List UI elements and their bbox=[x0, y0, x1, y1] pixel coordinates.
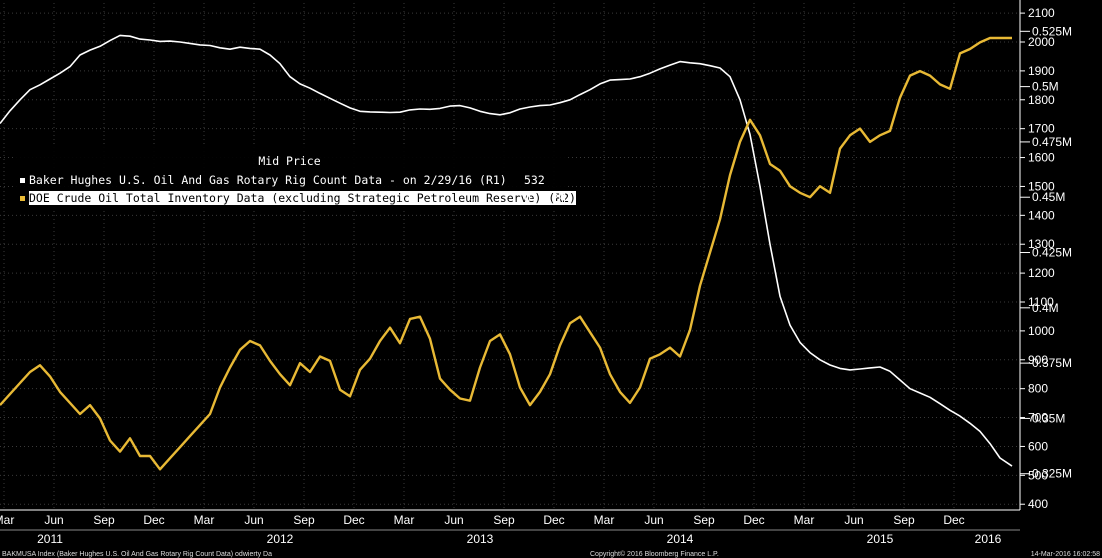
x-month-label: Dec bbox=[943, 513, 964, 527]
x-month-label: Sep bbox=[693, 513, 715, 527]
gridlines bbox=[0, 3, 1020, 510]
r1-tick-label: 1500 bbox=[1028, 179, 1055, 193]
x-month-label: Mar bbox=[394, 513, 415, 527]
r2-tick-label: 0.35M bbox=[1032, 411, 1065, 425]
x-month-label: Jun bbox=[44, 513, 63, 527]
legend: Mid Price Baker Hughes U.S. Oil And Gas … bbox=[14, 146, 576, 210]
legend-value-inventory: 0.522M bbox=[524, 191, 566, 205]
r2-tick-label: 0.5M bbox=[1032, 80, 1059, 94]
x-year-label: 2014 bbox=[667, 532, 694, 546]
tick-labels: 400 500 600 700 800 900 1000 1100 1200 1300 1400 15… bbox=[0, 6, 1072, 546]
series-line-rig-count bbox=[0, 34, 1013, 467]
r2-tick-label: 0.425M bbox=[1032, 246, 1072, 260]
r1-tick-label: 700 bbox=[1028, 411, 1048, 425]
r1-tick-label: 1600 bbox=[1028, 151, 1055, 165]
x-month-label: Dec bbox=[343, 513, 364, 527]
r2-tick-label: 0.325M bbox=[1032, 467, 1072, 481]
r1-tick-label: 1100 bbox=[1028, 295, 1054, 309]
r1-tick-label: 1800 bbox=[1028, 93, 1055, 107]
r2-tick-label: 0.45M bbox=[1032, 190, 1065, 204]
x-year-label: 2015 bbox=[867, 532, 894, 546]
x-month-label: Sep bbox=[93, 513, 115, 527]
r1-tick-label: 1000 bbox=[1028, 324, 1055, 338]
x-month-label: Jun bbox=[444, 513, 463, 527]
r1-tick-label: 600 bbox=[1028, 439, 1048, 453]
series-line-crude-inventory bbox=[0, 36, 1012, 471]
x-month-label: Jun bbox=[244, 513, 263, 527]
legend-row-inventory: DOE Crude Oil Total Inventory Data (excl… bbox=[20, 190, 576, 206]
r1-tick-label: 1200 bbox=[1028, 266, 1055, 280]
x-month-label: Mar bbox=[794, 513, 815, 527]
x-month-label: Jun bbox=[844, 513, 863, 527]
x-month-label: Dec bbox=[143, 513, 164, 527]
legend-row-rigcount: Baker Hughes U.S. Oil And Gas Rotary Rig… bbox=[20, 172, 560, 188]
r1-tick-label: 1300 bbox=[1028, 237, 1055, 251]
x-month-label: Dec bbox=[743, 513, 764, 527]
x-year-label: 2011 bbox=[37, 532, 63, 546]
r1-tick-label: 1700 bbox=[1028, 122, 1055, 136]
r2-tick-label: 0.525M bbox=[1032, 24, 1072, 38]
x-month-label: Sep bbox=[893, 513, 915, 527]
axes bbox=[0, 0, 1030, 531]
x-month-label: Jun bbox=[644, 513, 663, 527]
footer-timestamp: 14-Mar-2016 16:02:58 bbox=[1030, 551, 1100, 558]
x-month-label: Mar bbox=[0, 513, 14, 527]
x-year-label: 2013 bbox=[467, 532, 494, 546]
x-month-label: Mar bbox=[594, 513, 615, 527]
legend-swatch-rigcount bbox=[20, 178, 25, 183]
r1-tick-label: 900 bbox=[1028, 353, 1048, 367]
r2-tick-label: 0.4M bbox=[1032, 301, 1059, 315]
legend-label-rigcount: Baker Hughes U.S. Oil And Gas Rotary Rig… bbox=[29, 173, 507, 187]
legend-swatch-inventory bbox=[20, 196, 25, 201]
r1-tick-label: 400 bbox=[1028, 497, 1048, 511]
r1-tick-label: 1400 bbox=[1028, 208, 1055, 222]
r2-tick-label: 0.375M bbox=[1032, 356, 1072, 370]
x-year-label: 2016 bbox=[975, 532, 1002, 546]
legend-value-rigcount: 532 bbox=[524, 173, 545, 187]
x-month-label: Sep bbox=[493, 513, 515, 527]
x-year-label: 2012 bbox=[267, 532, 294, 546]
r1-tick-label: 800 bbox=[1028, 382, 1048, 396]
x-month-label: Mar bbox=[194, 513, 215, 527]
r2-tick-label: 0.475M bbox=[1032, 135, 1072, 149]
legend-label-inventory: DOE Crude Oil Total Inventory Data (excl… bbox=[29, 191, 576, 205]
footer-index-label: BAKMUSA Index (Baker Hughes U.S. Oil And… bbox=[2, 551, 273, 558]
r1-tick-label: 2100 bbox=[1028, 6, 1055, 20]
footer-copyright: Copyright© 2016 Bloomberg Finance L.P. bbox=[590, 551, 719, 558]
x-month-label: Sep bbox=[293, 513, 315, 527]
series-lines bbox=[0, 34, 1013, 471]
x-month-label: Dec bbox=[543, 513, 564, 527]
r1-tick-label: 1900 bbox=[1028, 64, 1055, 78]
r1-tick-label: 2000 bbox=[1028, 35, 1055, 49]
r1-tick-label: 500 bbox=[1028, 468, 1048, 482]
legend-title: Mid Price bbox=[258, 154, 321, 168]
